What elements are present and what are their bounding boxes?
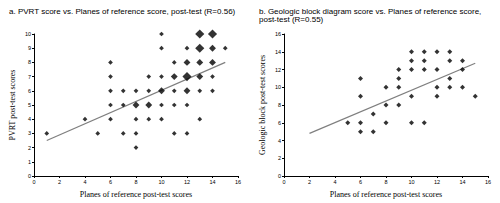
svg-text:10: 10 — [275, 84, 281, 90]
svg-text:8: 8 — [384, 179, 387, 185]
svg-text:Geologic block post-test score: Geologic block post-test scores — [258, 55, 267, 155]
svg-text:6: 6 — [28, 88, 31, 94]
svg-text:0: 0 — [28, 173, 31, 179]
svg-text:14: 14 — [459, 179, 465, 185]
svg-text:4: 4 — [28, 116, 31, 122]
svg-text:10: 10 — [158, 179, 164, 185]
svg-text:10: 10 — [408, 179, 414, 185]
svg-text:8: 8 — [134, 179, 137, 185]
svg-text:16: 16 — [485, 179, 491, 185]
svg-text:16: 16 — [275, 31, 281, 37]
svg-text:4: 4 — [333, 179, 336, 185]
svg-text:9: 9 — [28, 45, 31, 51]
svg-text:4: 4 — [278, 138, 281, 144]
svg-text:6: 6 — [109, 179, 112, 185]
svg-text:b. Geologic block diagram scor: b. Geologic block diagram score vs. Plan… — [259, 6, 484, 16]
svg-text:5: 5 — [28, 102, 31, 108]
svg-text:post-test (R=0.55): post-test (R=0.55) — [259, 15, 324, 24]
svg-text:12: 12 — [275, 67, 281, 73]
svg-text:1: 1 — [28, 159, 31, 165]
svg-text:a. PVRT score vs. Planes of re: a. PVRT score vs. Planes of reference sc… — [9, 7, 236, 16]
svg-text:2: 2 — [28, 145, 31, 151]
svg-text:PVRT post-test scores: PVRT post-test scores — [8, 70, 17, 141]
svg-text:0: 0 — [278, 173, 281, 179]
svg-text:12: 12 — [434, 179, 440, 185]
svg-text:8: 8 — [278, 102, 281, 108]
svg-text:16: 16 — [235, 179, 241, 185]
svg-text:8: 8 — [28, 59, 31, 65]
svg-text:0: 0 — [32, 179, 35, 185]
svg-text:Planes of reference post-test: Planes of reference post-test scores — [80, 190, 192, 199]
svg-text:10: 10 — [25, 31, 31, 37]
svg-text:2: 2 — [278, 155, 281, 161]
svg-text:0: 0 — [282, 179, 285, 185]
svg-text:7: 7 — [28, 74, 31, 80]
svg-text:2: 2 — [308, 179, 311, 185]
svg-text:14: 14 — [275, 49, 281, 55]
svg-text:14: 14 — [209, 179, 215, 185]
svg-text:6: 6 — [278, 120, 281, 126]
svg-text:12: 12 — [184, 179, 190, 185]
svg-text:4: 4 — [83, 179, 86, 185]
svg-text:6: 6 — [359, 179, 362, 185]
svg-text:Planes of reference post-test: Planes of reference post-test scores — [330, 190, 442, 199]
svg-text:2: 2 — [58, 179, 61, 185]
svg-text:3: 3 — [28, 130, 31, 136]
